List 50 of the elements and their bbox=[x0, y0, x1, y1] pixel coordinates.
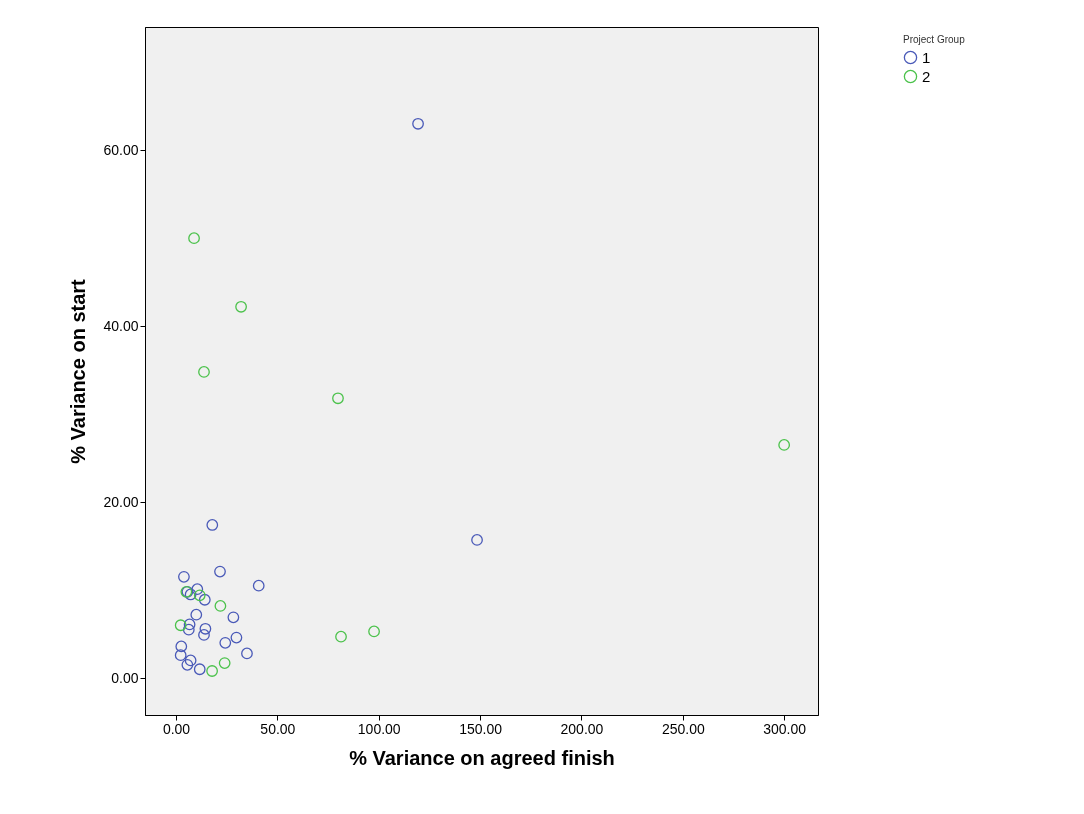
point bbox=[183, 618, 196, 631]
point bbox=[198, 593, 211, 606]
y-tick-label: 0.00 bbox=[111, 669, 139, 686]
point bbox=[199, 622, 212, 635]
x-axis-title: % Variance on agreed finish bbox=[349, 746, 615, 769]
x-tick-label: 0.00 bbox=[162, 720, 191, 737]
point bbox=[190, 608, 203, 621]
point bbox=[184, 654, 197, 667]
x-tick-label: 300.00 bbox=[763, 720, 807, 737]
point bbox=[218, 657, 231, 669]
point bbox=[214, 600, 227, 612]
y-tick-label: 20.00 bbox=[103, 493, 139, 510]
legend-title: Project Group bbox=[903, 34, 966, 45]
point bbox=[181, 658, 194, 671]
x-tick-label: 150.00 bbox=[459, 720, 503, 737]
point bbox=[193, 589, 206, 602]
point bbox=[191, 583, 204, 596]
point bbox=[471, 534, 483, 546]
point bbox=[241, 647, 253, 660]
point bbox=[235, 300, 247, 313]
point bbox=[175, 640, 188, 653]
y-tick-label: 40.00 bbox=[103, 317, 139, 334]
point bbox=[188, 232, 200, 245]
point bbox=[252, 579, 265, 592]
x-tick-label: 200.00 bbox=[560, 720, 604, 737]
point bbox=[778, 439, 791, 451]
point bbox=[178, 570, 190, 583]
point bbox=[219, 636, 232, 649]
point bbox=[227, 611, 240, 624]
point bbox=[206, 665, 218, 677]
y-tick-label: 60.00 bbox=[103, 141, 139, 158]
point bbox=[368, 625, 380, 638]
point bbox=[335, 630, 347, 643]
x-tick-label: 100.00 bbox=[357, 720, 401, 737]
legend-label: 1 bbox=[922, 48, 931, 66]
legend-label: 2 bbox=[922, 67, 931, 85]
point bbox=[193, 663, 206, 676]
point bbox=[214, 565, 226, 578]
point bbox=[198, 629, 210, 641]
point bbox=[230, 631, 243, 644]
point bbox=[412, 117, 424, 130]
x-tick-label: 50.00 bbox=[260, 720, 296, 737]
point bbox=[174, 619, 187, 632]
x-tick-label: 250.00 bbox=[661, 720, 705, 737]
point bbox=[198, 366, 210, 378]
point bbox=[182, 623, 195, 636]
y-axis-title: % Variance on start bbox=[67, 278, 90, 464]
point bbox=[174, 649, 187, 662]
point bbox=[332, 392, 344, 405]
point bbox=[206, 519, 219, 531]
